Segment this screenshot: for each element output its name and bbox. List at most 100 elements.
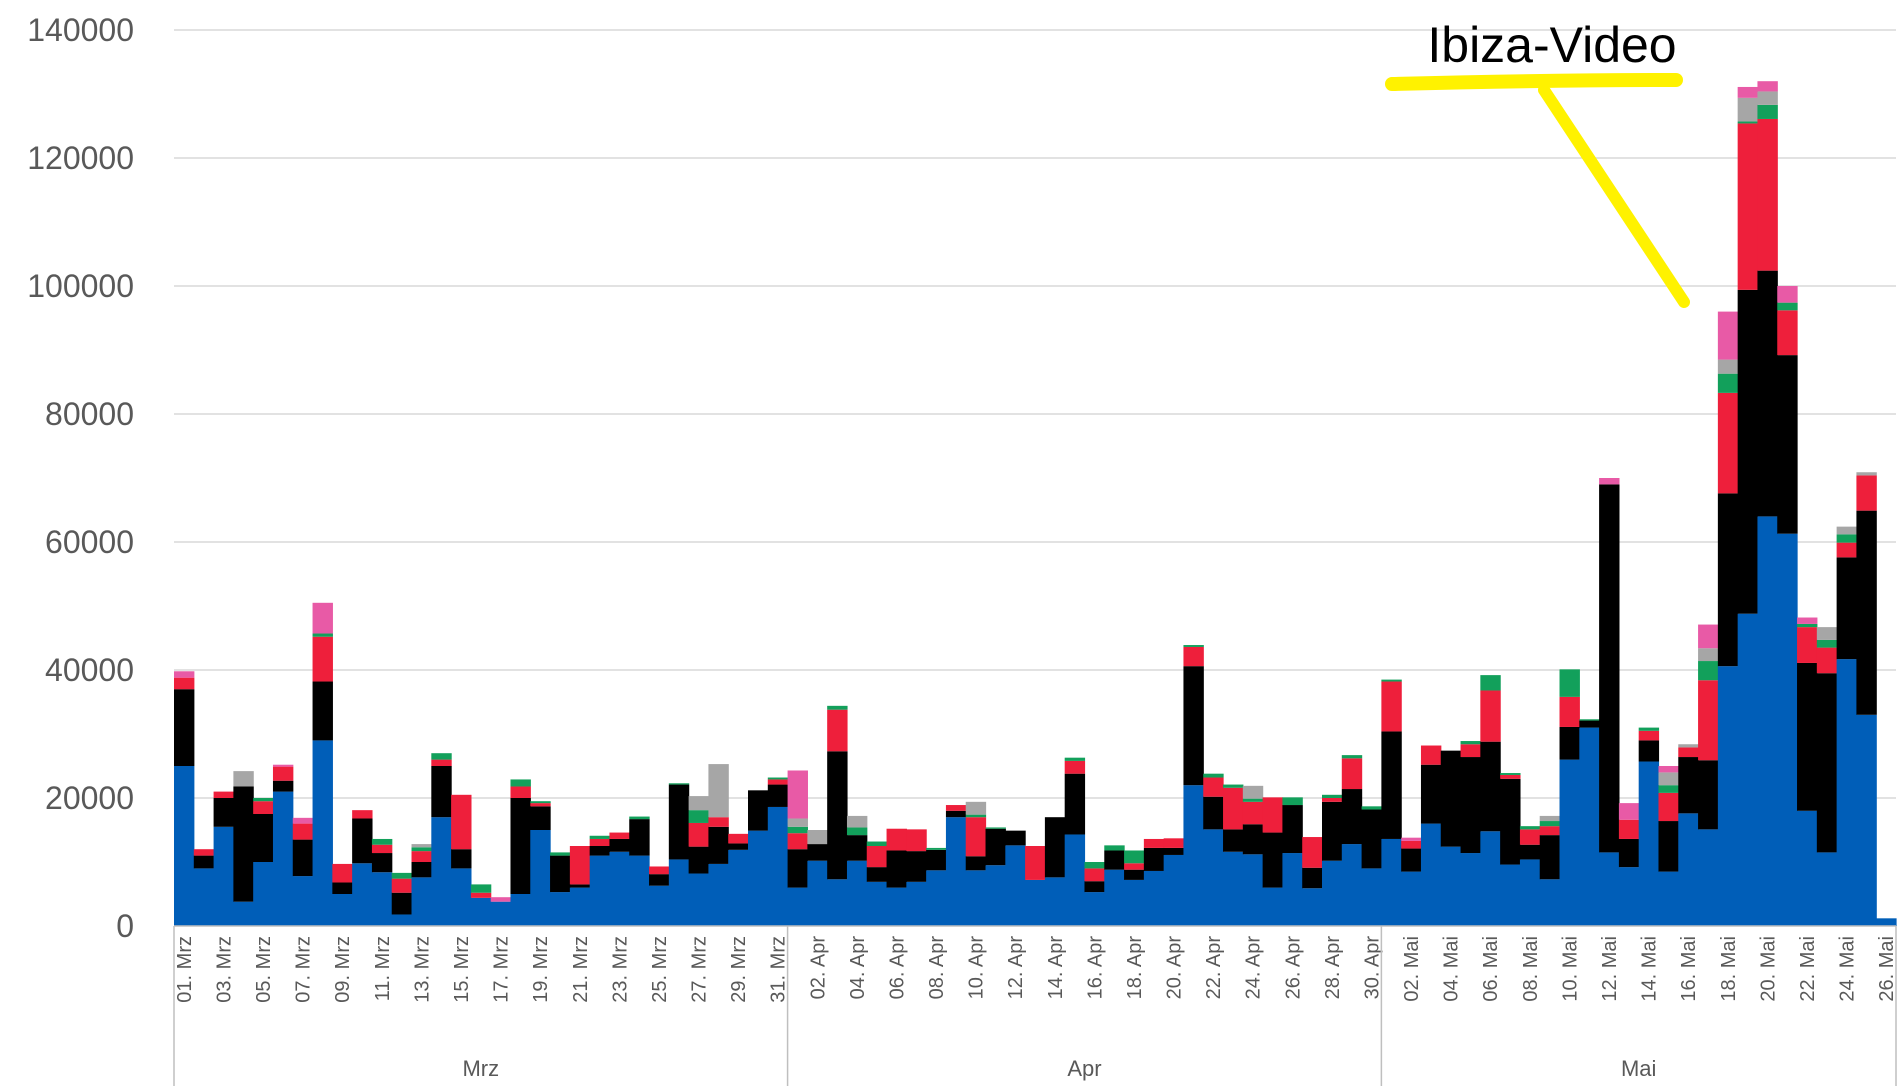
bar-segment: [1816, 647, 1838, 674]
bar-segment: [649, 866, 670, 875]
bar-segment: [1658, 772, 1679, 786]
bar-segment: [945, 805, 967, 811]
bar-segment: [431, 753, 452, 760]
bar-segment: [886, 887, 907, 926]
month-label: Mai: [1621, 1056, 1656, 1081]
bar-segment: [985, 827, 1006, 829]
bar-segment: [1084, 868, 1105, 882]
bar-segment: [1816, 852, 1838, 926]
bar-segment: [1559, 669, 1580, 697]
bar-segment: [1698, 624, 1719, 649]
bar-segment: [451, 849, 472, 869]
bar-segment: [174, 689, 195, 766]
bar-segment: [1757, 91, 1778, 105]
bar-stack: [926, 847, 947, 926]
bar-segment: [668, 783, 690, 785]
bar-segment: [332, 863, 353, 883]
bar-stack: [1064, 757, 1086, 926]
x-tick-label: 10. Mai: [1559, 936, 1581, 1002]
bar-segment: [174, 677, 195, 690]
x-tick-label: 12. Mai: [1599, 936, 1621, 1002]
bar-segment: [1460, 853, 1481, 926]
bar-segment: [1143, 870, 1165, 926]
bar-segment: [312, 636, 333, 682]
bar-segment: [371, 838, 393, 845]
bar-segment: [1242, 854, 1264, 926]
bar-segment: [1025, 879, 1046, 926]
bar-stack: [1856, 472, 1877, 926]
bar-segment: [1282, 797, 1303, 806]
bar-segment: [213, 826, 234, 926]
bar-segment: [1876, 918, 1897, 926]
bar-segment: [1698, 760, 1719, 830]
bar-segment: [1341, 758, 1363, 790]
bar-segment: [1579, 720, 1600, 728]
bar-segment: [1519, 826, 1541, 830]
bar-stack: [1420, 745, 1442, 926]
bar-segment: [1737, 97, 1759, 122]
bar-segment: [668, 784, 690, 860]
bar-segment: [787, 833, 808, 850]
bar-stack: [1519, 826, 1541, 926]
bar-segment: [371, 872, 393, 926]
bar-stack: [886, 828, 907, 926]
x-tick-label: 04. Mai: [1441, 936, 1463, 1002]
bar-segment: [530, 806, 551, 830]
bar-segment: [550, 852, 571, 856]
bar-segment: [1638, 761, 1660, 926]
bar-stack: [1618, 803, 1640, 926]
bar-segment: [886, 850, 907, 888]
bar-segment: [1638, 740, 1660, 762]
bar-segment: [1856, 472, 1877, 476]
bar-segment: [292, 876, 314, 926]
bar-segment: [1282, 805, 1303, 854]
bar-segment: [391, 878, 413, 893]
bar-segment: [1223, 829, 1244, 852]
bar-stack: [985, 827, 1006, 926]
bar-segment: [1777, 302, 1798, 311]
bar-stack: [451, 794, 472, 926]
bar-segment: [827, 709, 848, 752]
bar-segment: [1361, 868, 1382, 926]
bar-segment: [688, 846, 710, 874]
bar-segment: [530, 830, 551, 926]
bar-segment: [1519, 859, 1541, 926]
bar-segment: [1737, 289, 1759, 614]
bar-stack: [1104, 845, 1125, 926]
bar-segment: [1678, 747, 1699, 758]
bar-stack: [233, 771, 254, 926]
bar-segment: [1480, 831, 1501, 926]
bar-segment: [1223, 851, 1244, 926]
x-tick-label: 20. Mai: [1757, 936, 1779, 1002]
bar-segment: [787, 849, 808, 888]
x-axis: 01. Mrz 03. Mrz 05. Mrz 07. Mrz 09. Mrz 11. M…: [173, 925, 1898, 1086]
bar-segment: [1341, 844, 1363, 926]
bar-stack: [1282, 797, 1303, 926]
bar-segment: [470, 892, 492, 898]
bar-segment: [569, 846, 591, 885]
bar-segment: [589, 846, 611, 856]
bar-segment: [1797, 623, 1818, 628]
bar-segment: [1381, 838, 1402, 926]
bar-segment: [193, 849, 215, 856]
x-tick-label: 14. Mai: [1639, 936, 1661, 1002]
bar-segment: [1717, 311, 1739, 360]
bar-segment: [1104, 845, 1125, 851]
bar-segment: [926, 847, 947, 850]
bar-segment: [1124, 850, 1145, 864]
x-tick-label: 24. Apr: [1243, 936, 1265, 1000]
bar-segment: [1163, 854, 1185, 926]
bar-segment: [1480, 675, 1501, 691]
bar-stack: [1678, 744, 1699, 926]
bar-segment: [411, 851, 432, 862]
bar-segment: [1519, 829, 1541, 845]
bar-segment: [174, 671, 195, 678]
bar-segment: [272, 780, 294, 792]
bar-segment: [1064, 834, 1086, 926]
bar-segment: [807, 860, 828, 926]
bar-segment: [1084, 862, 1105, 869]
bar-segment: [708, 764, 729, 818]
bar-segment: [272, 766, 294, 781]
bar-segment: [253, 801, 274, 814]
bar-segment: [1322, 801, 1343, 861]
